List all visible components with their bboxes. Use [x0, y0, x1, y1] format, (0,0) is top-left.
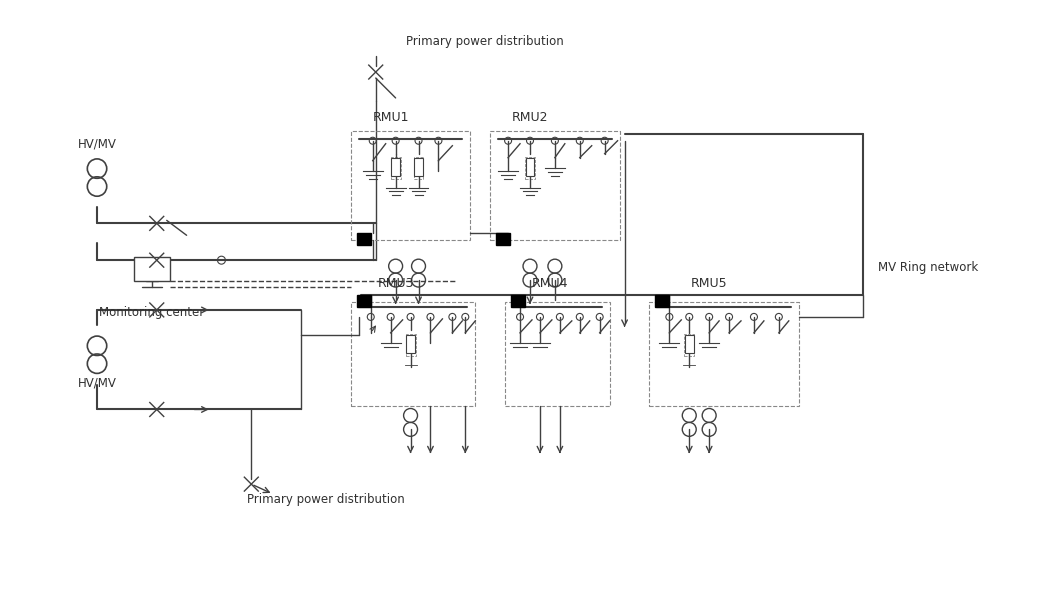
Bar	[685, 334, 694, 356]
Bar	[413, 156, 424, 178]
Bar	[391, 156, 401, 178]
Text: RMU2: RMU2	[512, 111, 548, 124]
Bar	[506, 302, 610, 406]
Text: RMU3: RMU3	[377, 277, 413, 290]
Bar	[357, 233, 371, 245]
Text: MV Ring network: MV Ring network	[879, 261, 978, 274]
Bar	[655, 295, 669, 307]
Bar	[406, 335, 416, 353]
Bar	[496, 233, 510, 245]
Bar	[357, 295, 371, 307]
Text: RMU4: RMU4	[532, 277, 568, 290]
Text: Primary power distribution: Primary power distribution	[406, 35, 563, 48]
Bar	[351, 302, 475, 406]
Bar	[134, 257, 170, 281]
Text: HV/MV: HV/MV	[77, 376, 117, 389]
Bar	[650, 302, 799, 406]
Bar	[525, 156, 535, 178]
Bar	[511, 295, 525, 307]
Bar	[414, 158, 423, 176]
Bar	[526, 158, 534, 176]
Text: Monitoring center: Monitoring center	[100, 306, 205, 320]
Text: Primary power distribution: Primary power distribution	[247, 493, 405, 506]
Text: HV/MV: HV/MV	[77, 137, 117, 150]
Text: RMU5: RMU5	[691, 277, 727, 290]
Bar	[685, 335, 693, 353]
Bar	[490, 131, 620, 240]
Bar	[351, 131, 471, 240]
Text: RMU1: RMU1	[372, 111, 409, 124]
Bar	[406, 334, 416, 356]
Bar	[391, 158, 400, 176]
